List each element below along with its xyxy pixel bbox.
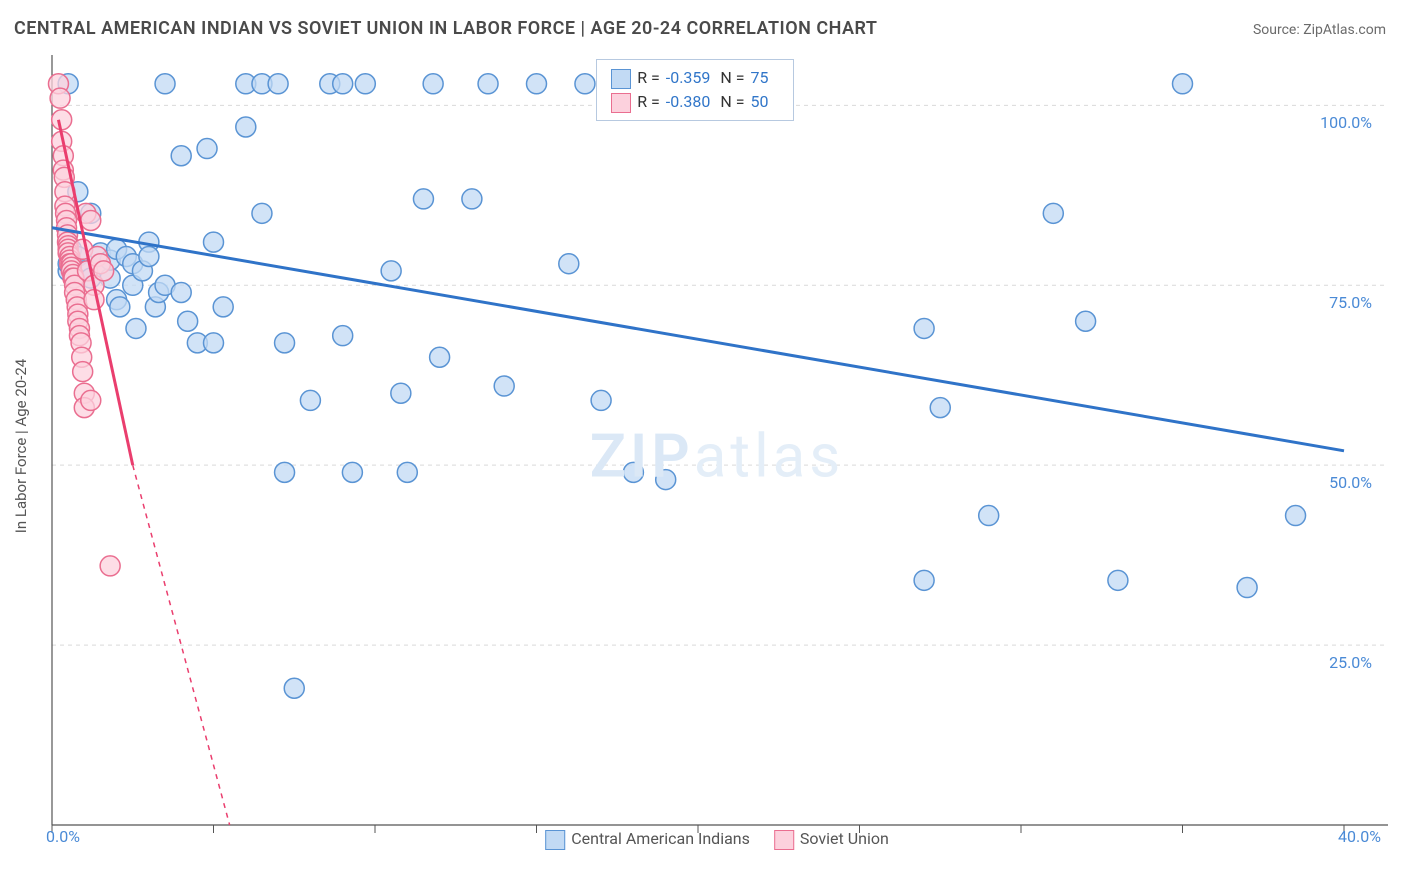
scatter-plot-svg bbox=[46, 55, 1388, 856]
y-tick-label: 100.0% bbox=[1320, 113, 1372, 132]
legend-swatch bbox=[611, 93, 631, 113]
legend-swatch bbox=[774, 830, 794, 850]
y-tick-label: 50.0% bbox=[1329, 473, 1372, 492]
series-legend: Central American Indians Soviet Union bbox=[545, 829, 889, 850]
r-label: R = bbox=[637, 68, 664, 87]
n-value: 75 bbox=[751, 68, 769, 87]
n-value: 50 bbox=[751, 92, 769, 111]
y-axis-label: In Labor Force | Age 20-24 bbox=[12, 359, 30, 533]
legend-label: Soviet Union bbox=[800, 829, 889, 848]
legend-label: Central American Indians bbox=[571, 829, 750, 848]
correlation-row: R = -0.380 N = 50 bbox=[611, 90, 778, 114]
correlation-row: R = -0.359 N = 75 bbox=[611, 66, 778, 90]
source-name: ZipAtlas.com bbox=[1303, 22, 1386, 38]
r-value: -0.359 bbox=[666, 68, 711, 87]
x-tick-label: 0.0% bbox=[46, 827, 80, 846]
legend-swatch bbox=[611, 69, 631, 89]
correlation-legend: R = -0.359 N = 75 R = -0.380 N = 50 bbox=[596, 59, 793, 121]
r-label: R = bbox=[637, 92, 664, 111]
legend-swatch bbox=[545, 830, 565, 850]
y-tick-label: 75.0% bbox=[1329, 293, 1372, 312]
plot-area: ZIPatlas R = -0.359N = 75R = -0.380N = 5… bbox=[46, 55, 1388, 856]
n-label: N = bbox=[720, 68, 748, 87]
legend-item: Soviet Union bbox=[774, 829, 889, 850]
chart-title: CENTRAL AMERICAN INDIAN VS SOVIET UNION … bbox=[14, 18, 877, 39]
chart-source: Source: ZipAtlas.com bbox=[1253, 22, 1386, 38]
x-tick-label: 40.0% bbox=[1338, 827, 1381, 846]
y-tick-label: 25.0% bbox=[1329, 653, 1372, 672]
n-label: N = bbox=[720, 92, 748, 111]
source-prefix: Source: bbox=[1253, 22, 1303, 38]
r-value: -0.380 bbox=[666, 92, 711, 111]
legend-item: Central American Indians bbox=[545, 829, 750, 850]
